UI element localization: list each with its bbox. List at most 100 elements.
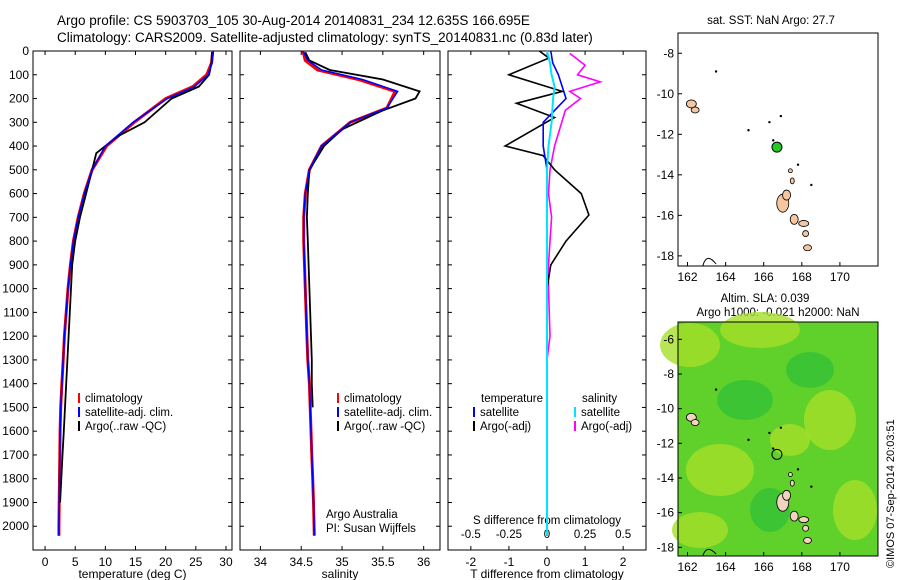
islet [768,120,771,124]
map-bottom-title-1: Altim. SLA: 0.039 [721,293,810,305]
islet [714,70,718,73]
map-y-tick-label: -12 [657,436,675,450]
islet [714,388,718,391]
map-x-tick-label: 162 [678,270,698,284]
island [798,220,810,227]
sal-argo-line [304,51,421,408]
y-tick-label: 200 [9,92,29,106]
x-tick-label: 0 [544,555,551,569]
x-tick-label: 34 [254,555,268,569]
coastline [702,257,717,267]
argo-position-marker [771,448,783,460]
sla-blob [720,312,800,348]
x-tick-label: 36 [417,555,431,569]
x-tick-label: 0 [42,555,49,569]
islet [796,468,800,471]
map-y-tick-label: -14 [657,168,675,182]
x-tick-label: 34.5 [290,555,314,569]
y-tick-label: 1600 [2,424,29,438]
map-x-tick-label: 166 [754,560,774,574]
legend-diff-t-argo-label: Argo(-adj) [480,421,531,433]
x-tick-label: 15 [129,555,143,569]
map-y-tick-label: -16 [657,506,675,520]
map-top-title: sat. SST: NaN Argo: 27.7 [707,15,835,27]
sla-blob [672,512,728,548]
legend-temp-label: climatology [85,393,143,405]
map-x-tick-label: 164 [716,270,736,284]
y-tick-label: 100 [9,68,29,82]
islet [768,431,771,435]
y-tick-label: 1300 [2,353,29,367]
island [802,230,810,237]
island [782,489,791,501]
island [802,524,810,532]
y-tick-label: 600 [9,187,29,201]
y-tick-label: 1500 [2,400,29,414]
sla-blob-dark [786,352,834,388]
credit-line-1: Argo Australia [326,509,398,521]
islet [796,163,800,166]
island [787,168,793,174]
sla-blob [770,424,810,456]
x-tick-label: 30 [219,555,233,569]
map-y-tick-label: -10 [657,402,675,416]
x-tick-label: 20 [159,555,173,569]
legend-diff-salinity: salinity [582,393,617,405]
legend-diff-s-argo-label: Argo(-adj) [581,421,632,433]
map-x-tick-label: 164 [716,560,736,574]
x-axis-label: temperature (deg C) [78,567,186,580]
legend-diff-s-sat-label: satellite [581,407,620,419]
sla-blob [833,480,877,540]
island [803,537,812,544]
sal-satellite-line [302,50,399,536]
x-tick-label: 35.5 [371,555,395,569]
map-y-tick-label: -16 [657,208,675,222]
island [789,510,799,522]
map-y-tick-label: -18 [657,540,675,554]
x-tick-label: 10 [99,555,113,569]
title-line-2: Climatology: CARS2009. Satellite-adjuste… [57,30,593,45]
y-tick-label: 1800 [2,472,29,486]
island [803,244,812,252]
islet [772,139,775,142]
islet [772,447,775,450]
s-diff-tick-label: -0.25 [496,529,522,541]
argo-position-marker [771,141,783,153]
y-tick-label: 500 [9,163,29,177]
map-x-tick-label: 170 [830,270,850,284]
legend-sal-label: climatology [344,393,402,405]
islet [779,426,783,429]
map-y-tick-label: -14 [657,471,675,485]
legend-temp-label: satellite-adj. clim. [85,407,173,419]
y-tick-label: 400 [9,139,29,153]
x-tick-label: -1 [504,555,515,569]
island [685,99,697,109]
island [787,472,793,477]
map-y-tick-label: -8 [663,367,674,381]
map-frame-1 [677,32,879,267]
map-x-tick-label: 168 [792,270,812,284]
y-tick-label: 900 [9,258,29,272]
s-diff-tick-label: -0.5 [461,529,481,541]
sdiff-satellite-line [546,50,556,536]
sla-blob-dark [717,380,773,420]
s-diff-tick-label: 0.5 [615,529,631,541]
temp-climatology-line [57,50,215,536]
title-line-1: Argo profile: CS 5903703_105 30-Aug-2014… [57,13,530,28]
islet [747,129,750,132]
islet [779,114,783,118]
x-tick-label: 5 [72,555,79,569]
sla-blob [686,444,754,496]
map-x-tick-label: 166 [754,270,774,284]
x-axis-label: salinity [322,567,359,580]
panel-frame-2 [239,50,441,551]
map-frame-2 [677,321,879,557]
legend-diff-t-sat-label: satellite [480,407,519,419]
island [789,177,795,185]
x-tick-label: 25 [189,555,203,569]
islet [810,183,813,187]
y-tick-label: 300 [9,115,29,129]
legend-diff-temperature: temperature [481,393,543,405]
map-y-tick-label: -12 [657,127,675,141]
